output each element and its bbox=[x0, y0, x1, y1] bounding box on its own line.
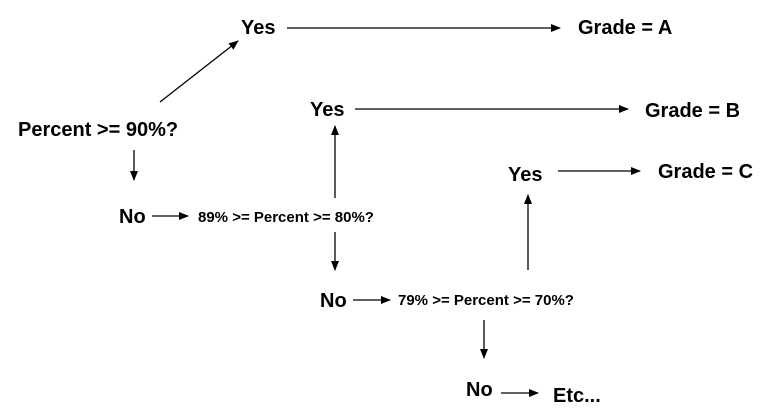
no-node-3: No bbox=[466, 379, 493, 401]
question-90-node: Percent >= 90%? bbox=[18, 119, 178, 141]
grade-b-node: Grade = B bbox=[645, 100, 740, 122]
grade-c-node: Grade = C bbox=[658, 161, 753, 183]
question-70-node: 79% >= Percent >= 70%? bbox=[398, 292, 574, 309]
no-node-2: No bbox=[320, 290, 347, 312]
yes-node-b: Yes bbox=[310, 99, 344, 121]
grade-a-node: Grade = A bbox=[578, 17, 672, 39]
etc-node: Etc... bbox=[553, 385, 601, 407]
yes-node-c: Yes bbox=[508, 164, 542, 186]
question-80-node: 89% >= Percent >= 80%? bbox=[198, 209, 374, 226]
arrow-q90-to-yes bbox=[159, 40, 239, 103]
no-node-1: No bbox=[119, 206, 146, 228]
yes-node-a: Yes bbox=[241, 17, 275, 39]
